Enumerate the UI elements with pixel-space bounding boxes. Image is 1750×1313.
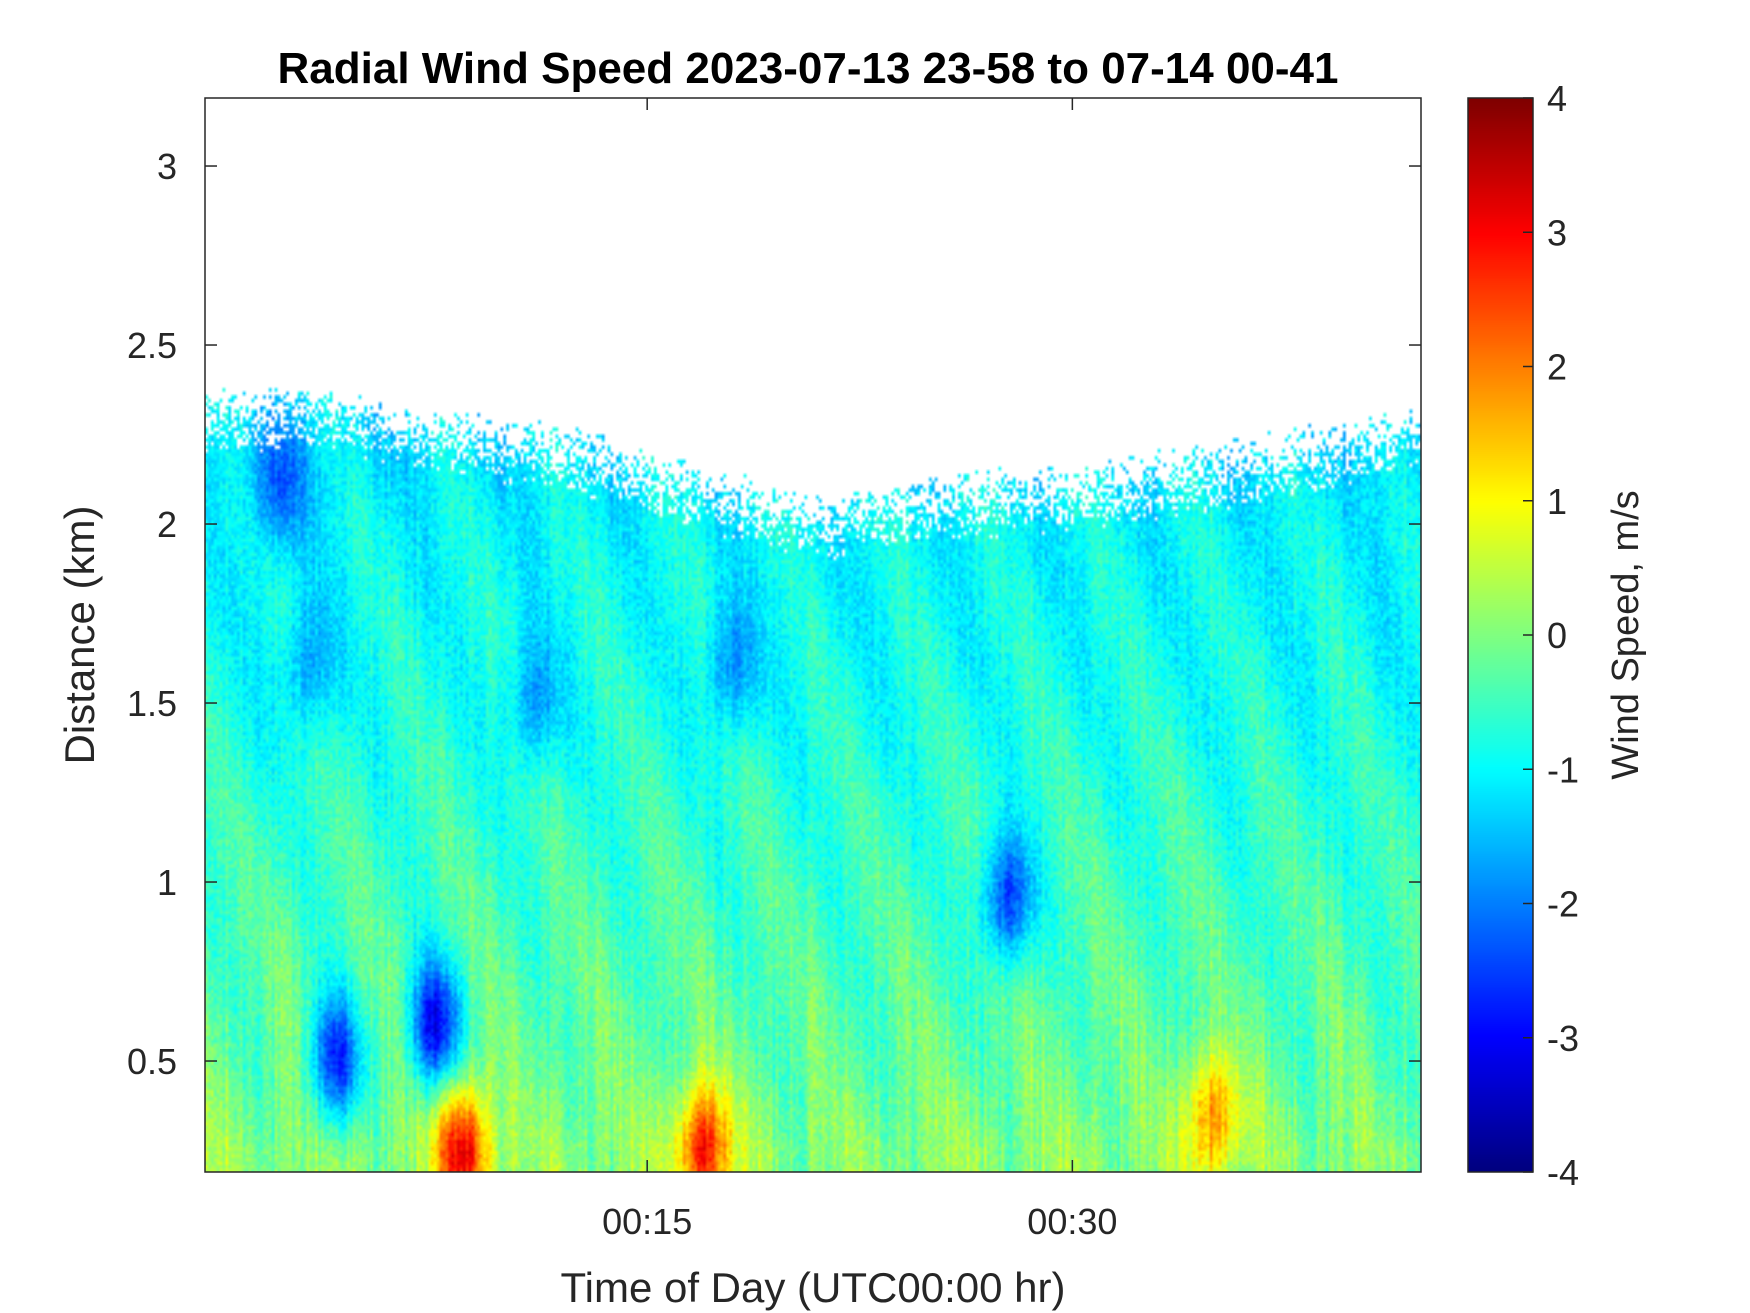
colorbar-ticks: 4 3 2 1 0 -1 -2 -3 -4 [1523,78,1579,1193]
colorbar-tick-label: 0 [1547,615,1567,656]
y-tick-label: 2.5 [127,325,177,366]
y-tick-label: 1 [157,862,177,903]
y-tick-label: 0.5 [127,1041,177,1082]
colorbar-tick-label: -3 [1547,1018,1579,1059]
colorbar-label: Wind Speed, m/s [1605,490,1647,779]
colorbar-tick-label: 2 [1547,347,1567,388]
y-axis-label: Distance (km) [56,505,103,764]
x-axis-label: Time of Day (UTC00:00 hr) [561,1264,1066,1311]
y-axis: 0.5 1 1.5 2 2.5 3 [127,146,1421,1082]
colorbar-tick-label: -4 [1547,1152,1579,1193]
colorbar-tick-label: 3 [1547,212,1567,253]
y-tick-label: 1.5 [127,683,177,724]
plot-frame [204,97,1422,1173]
colorbar: 4 3 2 1 0 -1 -2 -3 -4 [1467,78,1579,1193]
x-tick-label: 00:15 [602,1201,692,1242]
colorbar-tick-label: -1 [1547,749,1579,790]
colorbar-gradient [1468,98,1533,1172]
x-axis: 00:15 00:30 [602,98,1117,1242]
heatmap [205,98,1421,1172]
y-tick-label: 3 [157,146,177,187]
colorbar-tick-label: 1 [1547,481,1567,522]
y-tick-label: 2 [157,504,177,545]
colorbar-tick-label: 4 [1547,78,1567,119]
x-tick-label: 00:30 [1027,1201,1117,1242]
colorbar-tick-label: -2 [1547,884,1579,925]
plot-area [204,97,1422,1173]
chart-title: Radial Wind Speed 2023-07-13 23-58 to 07… [278,44,1339,93]
